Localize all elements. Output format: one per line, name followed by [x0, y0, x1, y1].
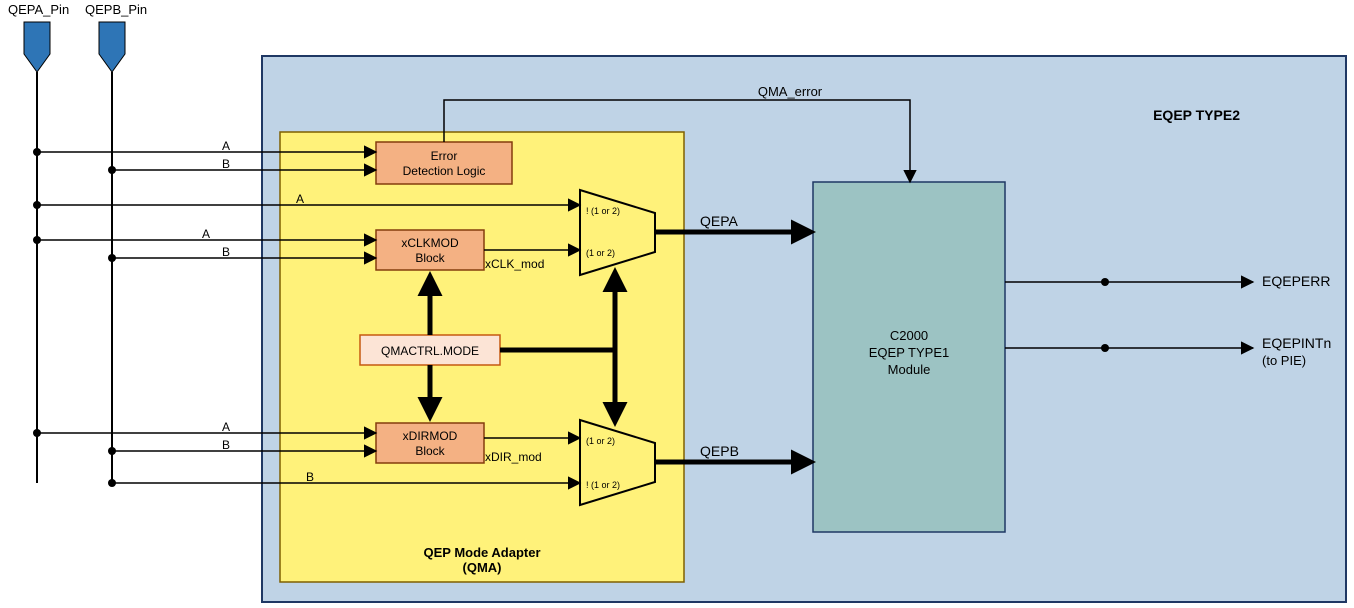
xdirmod-l1: xDIRMOD [403, 429, 458, 443]
xclk-mod-label: xCLK_mod [485, 257, 544, 271]
qepb-pin-label: QEPB_Pin [85, 2, 147, 17]
sig-label: B [222, 438, 230, 452]
mux-top-label-top: ! (1 or 2) [586, 206, 620, 216]
eqep-type2-label: EQEP TYPE2 [1153, 107, 1240, 123]
sig-label: B [222, 157, 230, 171]
mux-bot-label-top: (1 or 2) [586, 436, 615, 446]
qma-error-label: QMA_error [758, 84, 823, 99]
sig-label: A [222, 139, 230, 153]
tap-dot [1101, 278, 1109, 286]
xclkmod-l1: xCLKMOD [401, 236, 459, 250]
error-block-l1: Error [431, 149, 458, 163]
mux-top-label-bot: (1 or 2) [586, 248, 615, 258]
xdirmod-l2: Block [415, 444, 445, 458]
xdir-mod-label: xDIR_mod [485, 450, 542, 464]
pin-a-shape [24, 22, 50, 72]
tap-dot [1101, 344, 1109, 352]
pin-b-shape [99, 22, 125, 72]
c2000-l1: C2000 [890, 328, 928, 343]
sig-label: A [202, 227, 210, 241]
qmactrl-label: QMACTRL.MODE [381, 344, 479, 358]
c2000-l2: EQEP TYPE1 [869, 345, 949, 360]
sig-label: B [306, 470, 314, 484]
sig-label: A [222, 420, 230, 434]
xclkmod-l2: Block [415, 251, 445, 265]
eqepintn-label: EQEPINTn [1262, 335, 1331, 351]
sig-label: B [222, 245, 230, 259]
error-block-l2: Detection Logic [403, 164, 486, 178]
sig-label: A [296, 192, 304, 206]
eqepintn-sub-label: (to PIE) [1262, 353, 1306, 368]
mux-bot-label-bot: ! (1 or 2) [586, 480, 620, 490]
eqeperr-label: EQEPERR [1262, 273, 1330, 289]
qepb-label: QEPB [700, 443, 739, 459]
qma-title-l2: (QMA) [463, 560, 502, 575]
qepa-pin-label: QEPA_Pin [8, 2, 69, 17]
qma-title-l1: QEP Mode Adapter [423, 545, 540, 560]
qepa-label: QEPA [700, 213, 739, 229]
c2000-l3: Module [888, 362, 931, 377]
